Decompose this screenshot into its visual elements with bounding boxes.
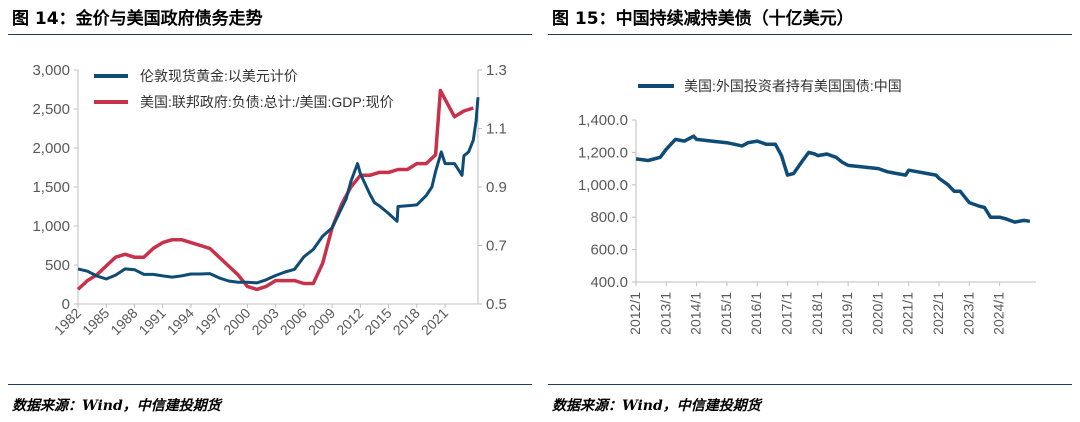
y-tick-label: 1,400.0 <box>578 112 628 129</box>
legend-label: 美国:外国投资者持有美国国债:中国 <box>684 78 902 94</box>
x-tick-label: 2015 <box>361 305 394 338</box>
legend-label: 美国:联邦政府:负债:总计:/美国:GDP:现价 <box>140 94 394 110</box>
x-tick-label: 2013/1 <box>657 292 673 335</box>
figure-title: 图 15：中国持续减持美债（十亿美元） <box>552 9 854 29</box>
x-tick-label: 2018 <box>390 305 423 338</box>
data-source: 数据来源：Wind，中信建投期货 <box>12 398 221 414</box>
figure-title: 图 14：金价与美国政府债务走势 <box>12 9 263 29</box>
x-tick-label: 2018/1 <box>809 292 825 335</box>
x-tick-label: 2014/1 <box>688 292 704 335</box>
y-left-tick-label: 2,000 <box>32 140 70 157</box>
y-left-tick-label: 3,000 <box>32 62 70 79</box>
source-rule <box>548 384 1072 385</box>
y-right-tick-label: 0.9 <box>486 179 507 196</box>
y-right-tick-label: 1.3 <box>486 62 507 79</box>
x-tick-label: 2003 <box>248 305 281 338</box>
china-holdings-line <box>635 134 1031 224</box>
data-source: 数据来源：Wind，中信建投期货 <box>552 398 761 414</box>
x-tick-label: 1982 <box>51 305 84 338</box>
y-tick-label: 800.0 <box>590 209 628 226</box>
y-right-tick-label: 0.7 <box>486 238 507 255</box>
x-tick-label: 2015/1 <box>718 292 734 335</box>
y-right-tick-label: 1.1 <box>486 121 507 138</box>
x-tick-label: 2000 <box>220 305 253 338</box>
x-tick-label: 2012/1 <box>627 292 643 335</box>
x-tick-label: 1997 <box>192 305 225 338</box>
y-left-tick-label: 0 <box>62 296 70 313</box>
source-rule <box>8 384 532 385</box>
x-tick-label: 1991 <box>135 305 168 338</box>
x-tick-label: 2024/1 <box>991 292 1007 335</box>
x-tick-label: 2016/1 <box>748 292 764 335</box>
y-left-tick-label: 1,000 <box>32 218 70 235</box>
legend-label: 伦敦现货黄金:以美元计价 <box>140 68 298 84</box>
x-tick-label: 2023/1 <box>960 292 976 335</box>
x-tick-label: 1994 <box>164 305 197 338</box>
y-left-tick-label: 1,500 <box>32 179 70 196</box>
gold-price-line <box>77 97 480 285</box>
figure-14-panel: 图 14：金价与美国政府债务走势 0 500 1,000 1,500 2,000 2,50… <box>8 9 532 414</box>
gold-vs-debt-chart: 0 500 1,000 1,500 2,000 2,500 3,000 0.5 0.7 0.9 1.… <box>32 62 507 338</box>
y-tick-label: 1,200.0 <box>578 144 628 161</box>
x-tick-label: 2021 <box>418 305 451 338</box>
x-tick-label: 2021/1 <box>900 292 916 335</box>
x-tick-label: 2009 <box>305 305 338 338</box>
china-treasury-holdings-chart: 400.0 600.0 800.0 1,000.0 1,200.0 1,400.0 2012… <box>578 78 1036 335</box>
title-rule <box>8 34 532 35</box>
y-left-tick-label: 2,500 <box>32 101 70 118</box>
y-tick-label: 600.0 <box>590 242 628 259</box>
x-tick-label: 1985 <box>79 305 112 338</box>
x-tick-label: 1988 <box>107 305 140 338</box>
y-right-tick-label: 0.5 <box>486 296 507 313</box>
figure-15-panel: 图 15：中国持续减持美债（十亿美元） 400.0 600.0 800.0 1,000… <box>540 0 1080 422</box>
y-left-tick-label: 500 <box>45 257 70 274</box>
x-tick-label: 2017/1 <box>779 292 795 335</box>
debt-to-gdp-line <box>76 88 474 292</box>
x-tick-label: 2020/1 <box>869 292 885 335</box>
x-tick-label: 2012 <box>333 305 366 338</box>
y-tick-label: 1,000.0 <box>578 177 628 194</box>
x-tick-label: 2022/1 <box>930 292 946 335</box>
title-rule <box>548 34 1072 35</box>
x-tick-label: 2006 <box>277 305 310 338</box>
y-tick-label: 400.0 <box>590 274 628 291</box>
x-tick-label: 2019/1 <box>839 292 855 335</box>
